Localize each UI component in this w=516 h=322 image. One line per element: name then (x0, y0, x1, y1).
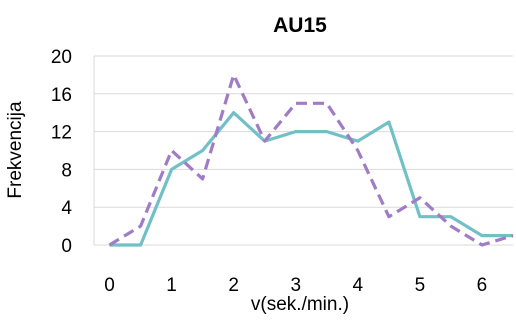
x-tick-labels: 0 1 2 3 4 5 6 (104, 275, 487, 296)
y-axis-label: Frekvencija (5, 101, 26, 199)
chart-title: AU15 (273, 14, 327, 37)
y-tick-label: 12 (51, 123, 72, 144)
y-tick-label: 16 (51, 85, 72, 106)
y-tick-label: 20 (51, 47, 72, 68)
x-tick-label: 0 (104, 275, 115, 296)
series-line-2 (108, 73, 514, 247)
x-tick-label: 3 (290, 275, 301, 296)
grid (93, 55, 513, 246)
x-tick-label: 4 (353, 275, 364, 296)
x-tick-label: 2 (228, 275, 239, 296)
y-tick-label: 0 (61, 236, 72, 257)
x-tick-label: 5 (415, 275, 426, 296)
y-tick-label: 4 (61, 198, 72, 219)
series-group (108, 73, 514, 247)
series-line-1 (109, 111, 513, 247)
x-tick-label: 6 (477, 275, 488, 296)
x-axis-label: v(sek./min.) (251, 294, 349, 315)
x-tick-label: 1 (166, 275, 177, 296)
y-tick-labels: 0 4 8 12 16 20 (51, 47, 73, 257)
y-tick-label: 8 (61, 160, 72, 181)
